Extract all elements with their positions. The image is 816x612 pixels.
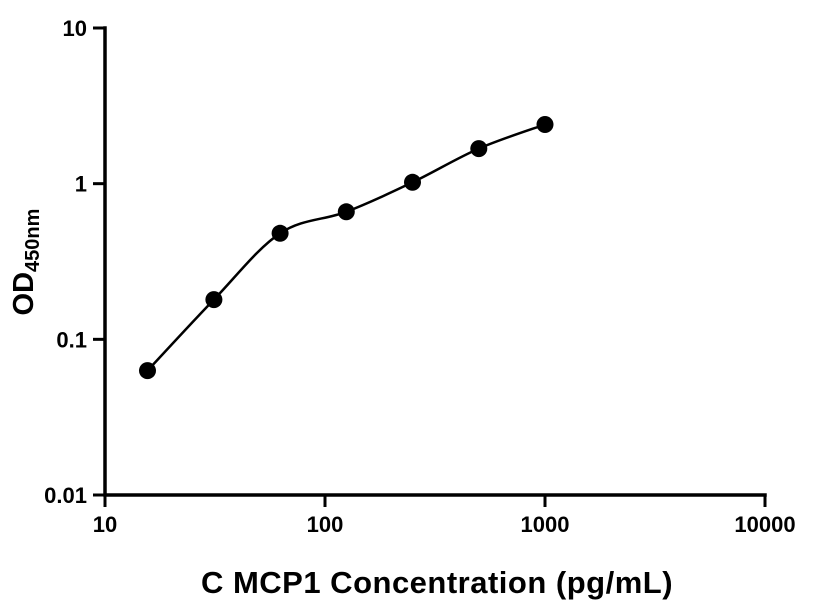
y-axis-title-subscript: 450nm — [22, 209, 44, 272]
y-axis-title-main: OD — [8, 272, 40, 316]
data-point — [139, 362, 156, 380]
x-axis-tick-label: 10 — [93, 512, 117, 537]
x-axis-tick-label: 10000 — [734, 512, 795, 537]
data-point — [271, 224, 289, 242]
y-axis-tick-label: 1 — [75, 172, 87, 197]
fit-curve — [146, 123, 547, 372]
y-axis-tick-label: 0.01 — [44, 483, 87, 508]
x-axis-tick-label: 100 — [307, 512, 344, 537]
x-axis-tick-label: 1000 — [521, 512, 570, 537]
data-point — [337, 203, 355, 221]
y-axis-tick-label: 10 — [63, 16, 87, 41]
data-point — [404, 173, 421, 191]
data-point — [470, 140, 488, 158]
axes-frame — [103, 26, 767, 497]
data-point — [536, 116, 554, 133]
y-axis-title: OD450nm — [8, 209, 44, 316]
data-point — [205, 291, 223, 309]
y-axis-tick-label: 0.1 — [56, 327, 87, 352]
x-axis-title: C MCP1 Concentration (pg/mL) — [201, 565, 673, 600]
plot-layer: 10 100 1000 10000 10 1 0.1 0.01 — [44, 16, 795, 537]
